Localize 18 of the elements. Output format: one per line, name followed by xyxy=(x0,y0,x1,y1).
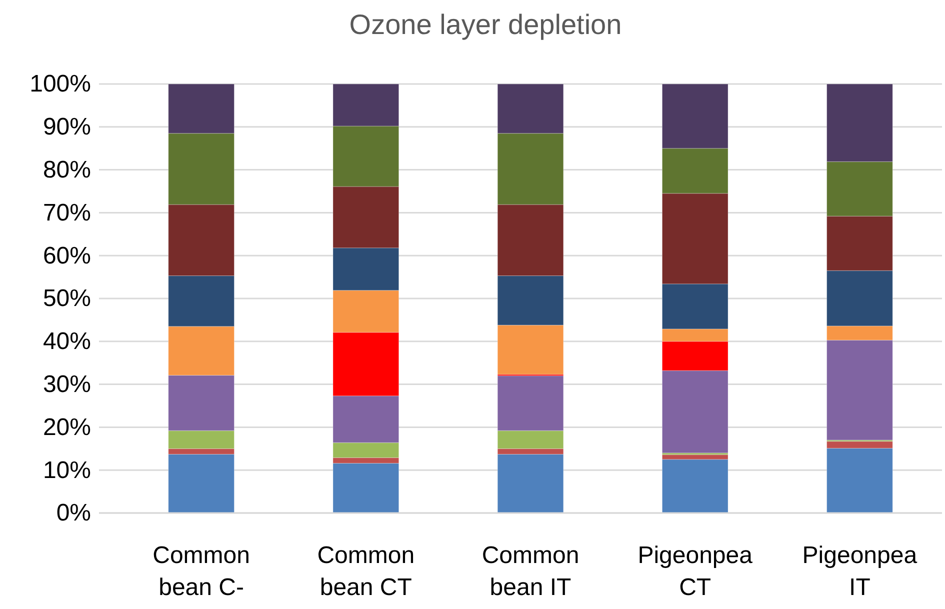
y-tick-label: 60% xyxy=(42,242,91,270)
y-tick-label: 0% xyxy=(56,500,91,527)
x-tick-label: Common bean IT xyxy=(482,542,580,601)
x-tick-label: Pigeonpea CT xyxy=(638,542,754,601)
y-tick-label: 10% xyxy=(42,456,91,484)
bar xyxy=(662,459,728,514)
y-tick-label: 70% xyxy=(42,199,91,226)
y-tick-label: 100% xyxy=(30,70,91,98)
x-tick-label: Common bean CT xyxy=(317,542,415,601)
chart-title: Ozone layer depletion xyxy=(349,9,622,40)
x-tick-label: Common bean C- xyxy=(152,542,250,601)
y-tick-label: 80% xyxy=(42,156,91,184)
y-tick-label: 30% xyxy=(42,370,91,398)
y-tick-label: 50% xyxy=(42,285,91,312)
x-tick-label: Pigeonpea IT xyxy=(802,542,918,601)
y-tick-label: 90% xyxy=(42,114,91,141)
y-tick-label: 40% xyxy=(42,328,91,356)
y-tick-label: 20% xyxy=(42,414,91,441)
